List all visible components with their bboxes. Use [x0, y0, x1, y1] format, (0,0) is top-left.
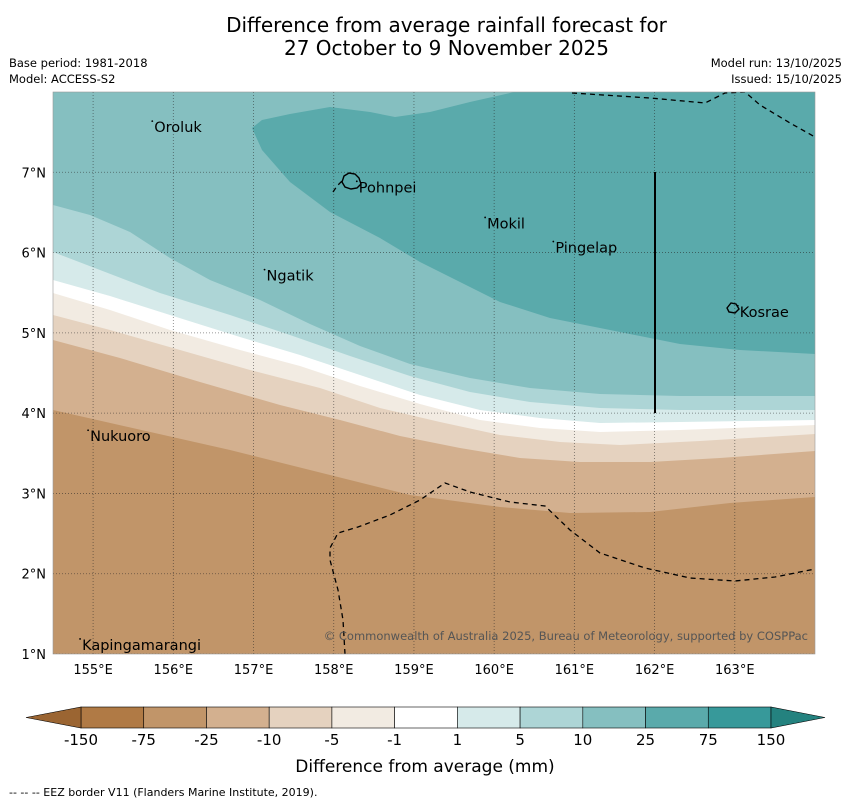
eez-border-north — [571, 92, 815, 138]
colorbar-segment — [519, 706, 584, 729]
base-period-text: Base period: 1981-2018 — [9, 56, 148, 70]
place-label-oroluk: Oroluk — [154, 120, 202, 136]
colorbar-tick-label: -1 — [387, 731, 402, 749]
colorbar-segment — [268, 706, 333, 729]
colorbar-tick-label: -75 — [131, 731, 156, 749]
place-label-nukuoro: Nukuoro — [90, 429, 151, 445]
place-marker — [736, 304, 739, 307]
lon-tick-label: 155°E — [73, 663, 113, 678]
colorbar-segment — [143, 706, 207, 729]
colorbar-tick-label: -10 — [257, 731, 282, 749]
longitude-ticks: 155°E 156°E 157°E 158°E 159°E 160°E 161°E 162°E… — [73, 663, 754, 678]
colorbar-segment — [707, 706, 772, 729]
lat-tick-label: 4°N — [22, 407, 47, 422]
place-label-kapingamarangi: Kapingamarangi — [82, 638, 201, 654]
colorbar-tick-label: 150 — [757, 731, 786, 749]
eez-border-south — [329, 482, 815, 654]
lat-tick-label: 7°N — [22, 166, 47, 181]
place-marker — [151, 120, 154, 123]
colorbar-segment — [394, 706, 458, 729]
metadata-right: Model run: 13/10/2025 Issued: 15/10/2025 — [711, 55, 842, 87]
colorbar-tick-label: -25 — [194, 731, 219, 749]
lon-tick-label: 156°E — [154, 663, 194, 678]
place-label-mokil: Mokil — [487, 216, 525, 232]
lat-tick-label: 6°N — [22, 247, 47, 262]
contour-fills — [53, 92, 815, 654]
colorbar-segment — [582, 706, 646, 729]
lat-tick-label: 1°N — [22, 648, 47, 663]
colorbar-segment — [645, 706, 709, 729]
lat-tick-label: 2°N — [22, 568, 47, 583]
place-marker — [79, 638, 81, 640]
place-label-kosrae: Kosrae — [740, 305, 789, 321]
place-marker — [263, 268, 266, 271]
place-label-ngatik: Ngatik — [267, 269, 315, 285]
colorbar-extend-high — [770, 706, 826, 729]
colorbar-tick-label: 5 — [515, 731, 525, 749]
lon-tick-label: 163°E — [715, 663, 755, 678]
issued-text: Issued: 15/10/2025 — [731, 72, 842, 86]
lon-tick-label: 160°E — [474, 663, 514, 678]
place-marker — [552, 240, 555, 243]
eez-border-pohnpei — [332, 180, 343, 193]
colorbar — [25, 706, 826, 729]
colorbar-tick-label: 10 — [573, 731, 592, 749]
latitude-ticks: 7°N 6°N 5°N 4°N 3°N 2°N 1°N — [22, 166, 47, 663]
colorbar-title: Difference from average (mm) — [295, 757, 554, 777]
lat-tick-label: 3°N — [22, 487, 47, 502]
title-line-1: Difference from average rainfall forecas… — [226, 13, 667, 37]
colorbar-segment — [457, 706, 521, 729]
place-labels: Oroluk Pohnpei Mokil Pingelap Ngatik Kosrae Nu… — [79, 120, 789, 654]
colorbar-tick-label: 75 — [699, 731, 718, 749]
place-label-pohnpei: Pohnpei — [359, 180, 417, 196]
eez-footnote: -- -- -- EEZ border V11 (Flanders Marine… — [9, 786, 318, 799]
colorbar-tick-label: 1 — [453, 731, 463, 749]
lat-tick-label: 5°N — [22, 327, 47, 342]
place-marker — [484, 216, 487, 219]
place-marker — [87, 429, 89, 432]
colorbar-tick-label: -5 — [324, 731, 339, 749]
fill-band-pos25 — [252, 92, 815, 354]
title-line-2: 27 October to 9 November 2025 — [283, 36, 610, 60]
model-text: Model: ACCESS-S2 — [9, 72, 116, 86]
eez-borders — [329, 92, 815, 654]
lon-tick-label: 159°E — [394, 663, 434, 678]
lon-tick-label: 157°E — [234, 663, 274, 678]
copyright-text: © Commonwealth of Australia 2025, Bureau… — [324, 629, 808, 643]
lon-tick-label: 162°E — [635, 663, 675, 678]
place-label-pingelap: Pingelap — [555, 241, 617, 257]
pohnpei-island-outline — [341, 172, 362, 190]
colorbar-segment — [80, 706, 145, 729]
lon-tick-label: 161°E — [555, 663, 595, 678]
kosrae-island-outline — [726, 302, 740, 314]
colorbar-extend-low — [25, 706, 82, 729]
metadata-left: Base period: 1981-2018 Model: ACCESS-S2 — [9, 55, 148, 87]
colorbar-tick-label: -150 — [64, 731, 98, 749]
lon-tick-label: 158°E — [314, 663, 354, 678]
place-marker — [355, 180, 358, 183]
colorbar-segment — [331, 706, 395, 729]
graticule — [53, 92, 815, 654]
map-frame — [52, 91, 816, 655]
colorbar-tick-label: 25 — [636, 731, 655, 749]
colorbar-labels: -150 -75 -25 -10 -5 -1 1 5 10 25 75 150 — [64, 731, 785, 749]
model-run-text: Model run: 13/10/2025 — [710, 56, 842, 70]
colorbar-segment — [206, 706, 270, 729]
map-title: Difference from average rainfall forecas… — [0, 14, 850, 60]
